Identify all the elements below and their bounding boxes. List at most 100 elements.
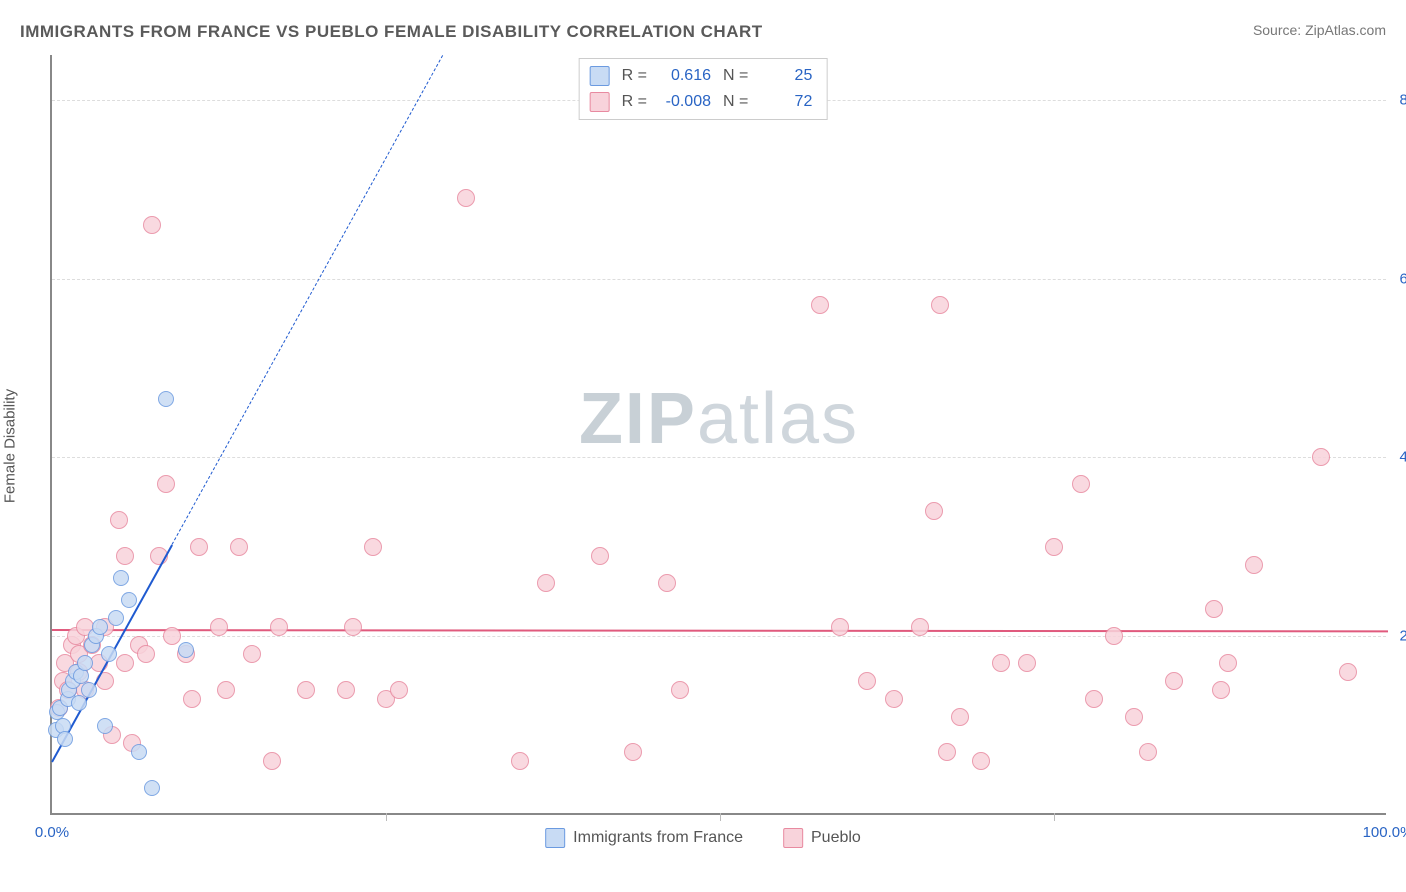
data-point-france: [131, 744, 147, 760]
chart-title: IMMIGRANTS FROM FRANCE VS PUEBLO FEMALE …: [20, 22, 763, 42]
data-point-pueblo: [1165, 672, 1183, 690]
gridline: [52, 457, 1386, 458]
data-point-france: [81, 682, 97, 698]
swatch-pueblo: [783, 828, 803, 848]
data-point-france: [108, 610, 124, 626]
legend-label-pueblo: Pueblo: [811, 829, 861, 847]
r-value-france: 0.616: [659, 63, 711, 89]
source-prefix: Source:: [1253, 22, 1305, 38]
data-point-pueblo: [1245, 556, 1263, 574]
data-point-pueblo: [1072, 475, 1090, 493]
data-point-france: [158, 391, 174, 407]
legend-item-france: Immigrants from France: [545, 828, 743, 848]
series-legend: Immigrants from France Pueblo: [545, 828, 861, 848]
watermark-atlas: atlas: [697, 379, 859, 459]
y-tick-label: 80.0%: [1392, 91, 1406, 108]
data-point-pueblo: [163, 627, 181, 645]
correlation-legend: R = 0.616 N = 25 R = -0.008 N = 72: [579, 58, 828, 120]
data-point-france: [92, 619, 108, 635]
data-point-pueblo: [938, 743, 956, 761]
x-tick-mark: [386, 813, 387, 821]
data-point-pueblo: [972, 752, 990, 770]
legend-row-france: R = 0.616 N = 25: [590, 63, 813, 89]
data-point-pueblo: [297, 681, 315, 699]
data-point-pueblo: [1085, 690, 1103, 708]
data-point-pueblo: [116, 654, 134, 672]
data-point-pueblo: [1018, 654, 1036, 672]
data-point-france: [101, 646, 117, 662]
data-point-france: [71, 695, 87, 711]
data-point-pueblo: [137, 645, 155, 663]
data-point-pueblo: [511, 752, 529, 770]
data-point-pueblo: [344, 618, 362, 636]
data-point-pueblo: [925, 502, 943, 520]
data-point-pueblo: [1219, 654, 1237, 672]
swatch-pueblo: [590, 92, 610, 112]
data-point-france: [121, 592, 137, 608]
data-point-pueblo: [210, 618, 228, 636]
trend-line: [172, 55, 444, 545]
data-point-pueblo: [931, 296, 949, 314]
y-tick-label: 60.0%: [1392, 270, 1406, 287]
data-point-pueblo: [658, 574, 676, 592]
data-point-pueblo: [364, 538, 382, 556]
data-point-pueblo: [243, 645, 261, 663]
data-point-france: [144, 780, 160, 796]
data-point-pueblo: [537, 574, 555, 592]
data-point-pueblo: [390, 681, 408, 699]
data-point-pueblo: [911, 618, 929, 636]
data-point-pueblo: [1125, 708, 1143, 726]
data-point-pueblo: [591, 547, 609, 565]
y-tick-label: 20.0%: [1392, 628, 1406, 645]
data-point-pueblo: [270, 618, 288, 636]
data-point-pueblo: [337, 681, 355, 699]
r-label: R =: [622, 63, 647, 89]
gridline: [52, 279, 1386, 280]
data-point-pueblo: [1339, 663, 1357, 681]
data-point-pueblo: [1312, 448, 1330, 466]
data-point-france: [178, 642, 194, 658]
data-point-pueblo: [1139, 743, 1157, 761]
data-point-pueblo: [951, 708, 969, 726]
x-tick-label: 0.0%: [35, 824, 69, 841]
n-label: N =: [723, 89, 748, 115]
gridline: [52, 636, 1386, 637]
data-point-france: [57, 731, 73, 747]
legend-label-france: Immigrants from France: [573, 829, 743, 847]
data-point-pueblo: [1205, 600, 1223, 618]
swatch-france: [590, 66, 610, 86]
data-point-pueblo: [1045, 538, 1063, 556]
source-credit: Source: ZipAtlas.com: [1253, 22, 1386, 38]
source-link[interactable]: ZipAtlas.com: [1305, 22, 1386, 38]
data-point-pueblo: [190, 538, 208, 556]
data-point-pueblo: [230, 538, 248, 556]
data-point-pueblo: [858, 672, 876, 690]
x-tick-mark: [720, 813, 721, 821]
legend-item-pueblo: Pueblo: [783, 828, 861, 848]
data-point-france: [97, 718, 113, 734]
data-point-pueblo: [811, 296, 829, 314]
data-point-pueblo: [110, 511, 128, 529]
n-label: N =: [723, 63, 748, 89]
data-point-pueblo: [831, 618, 849, 636]
r-value-pueblo: -0.008: [659, 89, 711, 115]
swatch-france: [545, 828, 565, 848]
n-value-france: 25: [760, 63, 812, 89]
data-point-pueblo: [183, 690, 201, 708]
data-point-pueblo: [217, 681, 235, 699]
data-point-pueblo: [1105, 627, 1123, 645]
plot-area: ZIPatlas 20.0%40.0%60.0%80.0%0.0%100.0%: [50, 55, 1386, 815]
n-value-pueblo: 72: [760, 89, 812, 115]
r-label: R =: [622, 89, 647, 115]
data-point-pueblo: [116, 547, 134, 565]
y-tick-label: 40.0%: [1392, 449, 1406, 466]
data-point-pueblo: [1212, 681, 1230, 699]
watermark: ZIPatlas: [579, 378, 859, 460]
data-point-france: [77, 655, 93, 671]
data-point-pueblo: [992, 654, 1010, 672]
trend-line: [52, 629, 1388, 632]
data-point-pueblo: [885, 690, 903, 708]
x-tick-label: 100.0%: [1363, 824, 1406, 841]
x-tick-mark: [1054, 813, 1055, 821]
data-point-france: [113, 570, 129, 586]
